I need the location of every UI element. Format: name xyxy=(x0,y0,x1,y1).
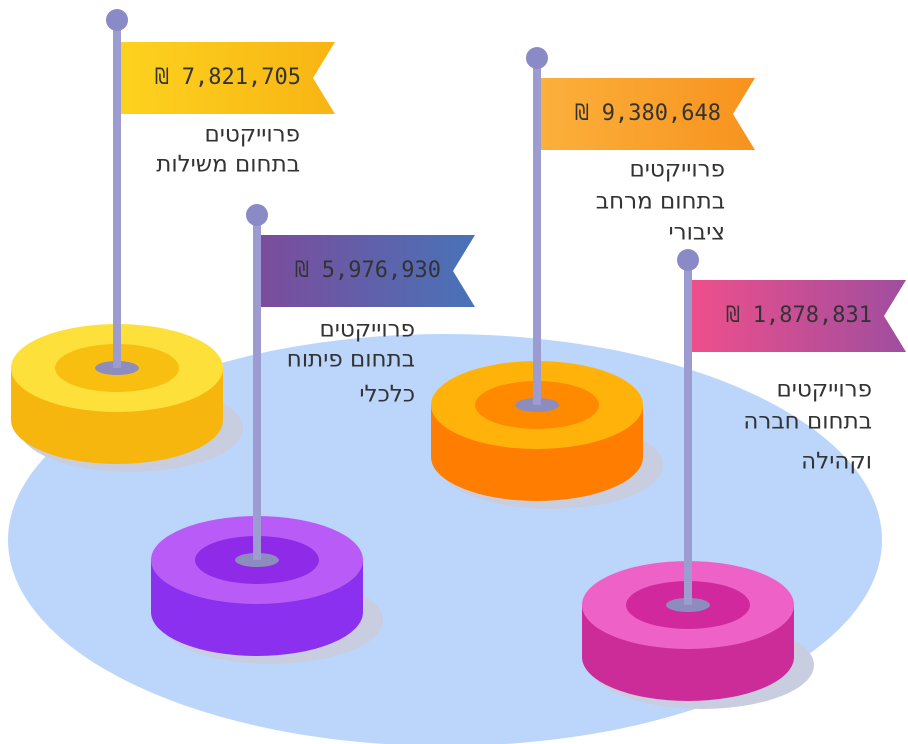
label-line: וקהילה xyxy=(801,449,872,475)
label-line: פרוייקטים xyxy=(204,122,300,148)
label-line: פרוייקטים xyxy=(776,377,872,403)
infographic: ₪ 7,821,705 פרוייקטים בתחום משילות ₪ 5,976,… xyxy=(0,0,908,744)
amount: ₪ 7,821,705 xyxy=(155,65,301,90)
label-line: בתחום משילות xyxy=(156,152,300,178)
pole xyxy=(533,58,541,405)
pole xyxy=(253,215,261,560)
pole xyxy=(684,260,692,605)
amount: ₪ 5,976,930 xyxy=(295,258,441,283)
label-line: בתחום פיתוח xyxy=(287,347,415,373)
label-line: ציבורי xyxy=(669,220,725,246)
pole-knob xyxy=(246,204,268,226)
amount: ₪ 1,878,831 xyxy=(726,303,872,328)
label-line: פרוייקטים xyxy=(319,317,415,343)
amount: ₪ 9,380,648 xyxy=(575,101,721,126)
pole xyxy=(113,20,121,368)
label-line: פרוייקטים xyxy=(629,157,725,183)
pole-knob xyxy=(106,9,128,31)
label-line: כלכלי xyxy=(359,382,415,408)
pole-knob xyxy=(526,47,548,69)
label-line: בתחום חברה xyxy=(743,409,872,435)
pole-knob xyxy=(677,249,699,271)
label-line: בתחום מרחב xyxy=(596,189,725,215)
